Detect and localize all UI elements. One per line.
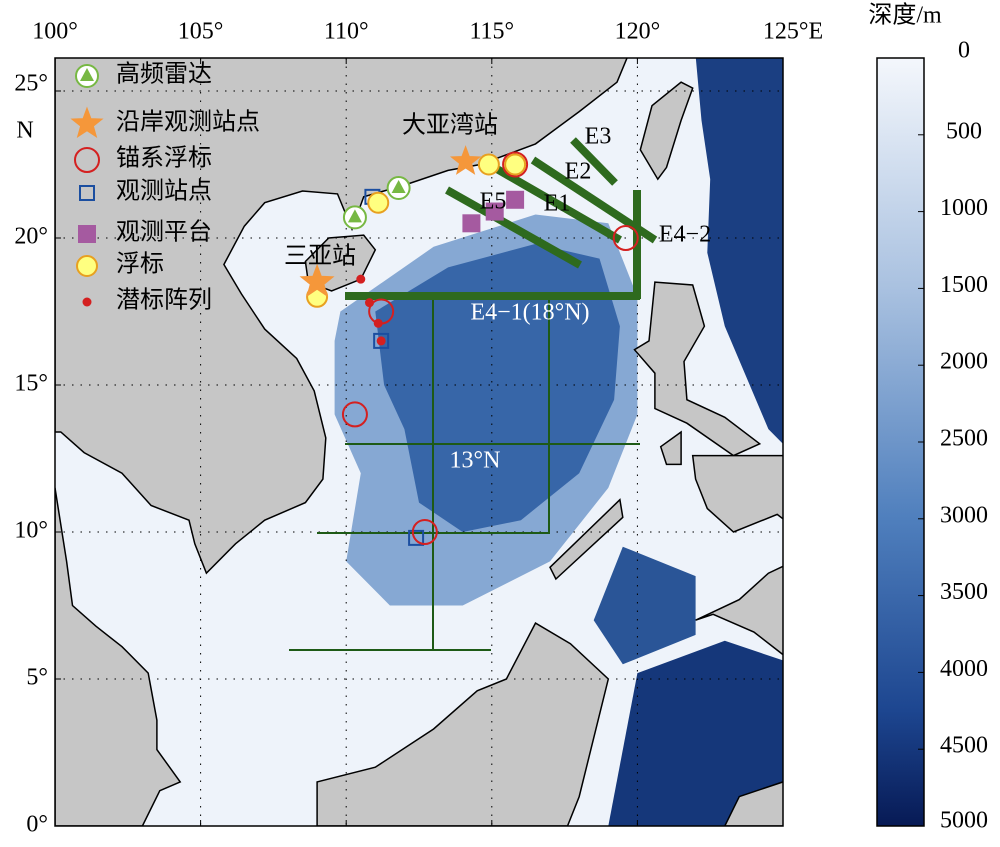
y-tick-label: 0° bbox=[26, 812, 48, 838]
x-tick-label: 125°E bbox=[763, 19, 823, 45]
legend-label: 高频雷达 bbox=[116, 61, 212, 88]
coastal-station bbox=[70, 106, 104, 139]
mooring bbox=[502, 151, 529, 178]
coastal-station bbox=[299, 263, 335, 298]
station bbox=[408, 529, 425, 546]
coastal-station bbox=[449, 145, 482, 175]
colorbar-tick-label: 3000 bbox=[940, 502, 988, 528]
map-label: E3 bbox=[585, 124, 612, 150]
legend-label: 浮标 bbox=[116, 251, 164, 278]
map-frame bbox=[54, 57, 784, 827]
legend-label: 观测站点 bbox=[116, 178, 212, 205]
y-axis-unit: N bbox=[16, 118, 33, 144]
mooring bbox=[612, 225, 639, 251]
radar bbox=[80, 68, 94, 81]
platform bbox=[506, 190, 525, 209]
platform bbox=[78, 225, 96, 243]
land bbox=[55, 487, 182, 826]
map-label: 13°N bbox=[450, 448, 501, 474]
legend-label: 锚系浮标 bbox=[116, 145, 212, 172]
map-label: 大亚湾站 bbox=[402, 112, 498, 139]
map-label: E4−1(18°N) bbox=[470, 300, 589, 326]
map-label: E4−2 bbox=[659, 222, 711, 248]
legend-label: 潜标阵列 bbox=[116, 287, 212, 314]
x-tick-label: 100° bbox=[32, 19, 78, 45]
radar bbox=[347, 209, 362, 223]
colorbar-tick-label: 4000 bbox=[940, 656, 988, 682]
map-label: 三亚站 bbox=[284, 243, 356, 270]
y-tick-label: 25° bbox=[14, 71, 48, 97]
colorbar bbox=[876, 57, 925, 827]
station bbox=[373, 332, 390, 349]
subsurface-mooring bbox=[364, 298, 374, 308]
colorbar-tick-label: 0 bbox=[958, 38, 970, 64]
mooring bbox=[341, 401, 368, 428]
land bbox=[695, 565, 783, 656]
transect-thick bbox=[570, 137, 618, 186]
y-tick-label: 5° bbox=[26, 665, 48, 691]
land bbox=[639, 81, 694, 181]
colorbar-tick-label: 2500 bbox=[940, 426, 988, 452]
x-tick-label: 120° bbox=[615, 19, 661, 45]
sulu-celebes bbox=[593, 546, 696, 665]
transect-thick bbox=[445, 186, 582, 269]
transect-thick bbox=[488, 161, 622, 244]
land bbox=[723, 781, 783, 826]
celebes-deep bbox=[608, 640, 783, 826]
x-tick-label: 115° bbox=[469, 19, 514, 45]
radar bbox=[391, 180, 406, 194]
subsurface-mooring bbox=[356, 274, 366, 284]
land bbox=[659, 430, 682, 466]
land bbox=[633, 281, 762, 457]
colorbar-tick-label: 1500 bbox=[940, 272, 988, 298]
subsurface-mooring bbox=[373, 318, 383, 328]
colorbar-title: 深度/m bbox=[868, 2, 942, 29]
colorbar-tick-label: 5000 bbox=[940, 808, 988, 834]
subsurface-mooring bbox=[82, 297, 92, 307]
colorbar-tick-label: 4500 bbox=[940, 733, 988, 759]
mooring bbox=[74, 147, 100, 173]
legend-label: 沿岸观测站点 bbox=[116, 109, 260, 136]
map-label: E1 bbox=[544, 191, 571, 217]
buoy bbox=[76, 255, 98, 277]
philippine-sea bbox=[695, 58, 783, 444]
colorbar-tick-label: 2000 bbox=[940, 349, 988, 375]
colorbar-tick-label: 1000 bbox=[940, 195, 988, 221]
y-tick-label: 10° bbox=[14, 518, 48, 544]
y-tick-label: 20° bbox=[14, 224, 48, 250]
transect-thick bbox=[530, 156, 658, 244]
land bbox=[316, 622, 610, 826]
y-tick-label: 15° bbox=[14, 371, 48, 397]
platform bbox=[485, 202, 504, 221]
buoy bbox=[477, 153, 500, 176]
map-area bbox=[55, 58, 783, 826]
colorbar-tick-label: 3500 bbox=[940, 579, 988, 605]
x-tick-label: 110° bbox=[324, 19, 369, 45]
map-label: E5 bbox=[480, 189, 507, 215]
x-tick-label: 105° bbox=[178, 19, 224, 45]
map-label: E2 bbox=[565, 159, 592, 185]
land bbox=[549, 498, 624, 581]
platform bbox=[462, 214, 481, 233]
station bbox=[79, 185, 95, 201]
legend-label: 观测平台 bbox=[116, 219, 212, 246]
mooring bbox=[411, 519, 438, 545]
land bbox=[691, 454, 783, 533]
subsurface-mooring bbox=[376, 336, 386, 346]
colorbar-tick-label: 500 bbox=[946, 118, 982, 144]
buoy bbox=[504, 153, 527, 176]
deep-basin bbox=[375, 243, 620, 532]
buoy bbox=[367, 191, 390, 214]
